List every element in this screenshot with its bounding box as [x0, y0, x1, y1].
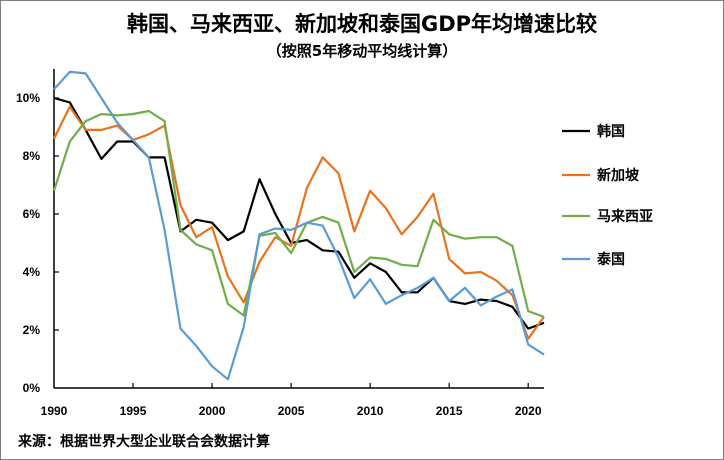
x-tick-label: 2020	[515, 404, 542, 418]
chart-title: 韩国、马来西亚、新加坡和泰国GDP年均增速比较	[126, 12, 598, 36]
y-tick-label: 4%	[23, 265, 41, 279]
y-tick-label: 10%	[16, 91, 40, 105]
series-line-2	[53, 105, 545, 340]
chart-subtitle: （按照5年移动平均线计算）	[266, 42, 458, 60]
legend-label: 泰国	[596, 251, 625, 268]
x-tick-label: 2015	[436, 404, 463, 418]
source-note: 来源：根据世界大型企业联合会数据计算	[18, 434, 270, 450]
y-tick-label: 0%	[23, 381, 41, 395]
y-tick-label: 2%	[23, 323, 41, 337]
x-tick-label: 2005	[278, 404, 305, 418]
series-line-3	[52, 109, 545, 318]
x-tick-label: 2000	[199, 404, 226, 418]
series-line-4	[53, 70, 545, 381]
x-tick-label: 1995	[120, 404, 147, 418]
y-tick-label: 8%	[23, 149, 41, 163]
legend-label: 新加坡	[597, 167, 640, 184]
y-tick-label: 6%	[23, 207, 41, 221]
legend-label: 韩国	[597, 123, 625, 140]
legend-label: 马来西亚	[597, 209, 653, 225]
x-tick-label: 1990	[41, 404, 68, 418]
x-tick-label: 2010	[357, 404, 384, 418]
